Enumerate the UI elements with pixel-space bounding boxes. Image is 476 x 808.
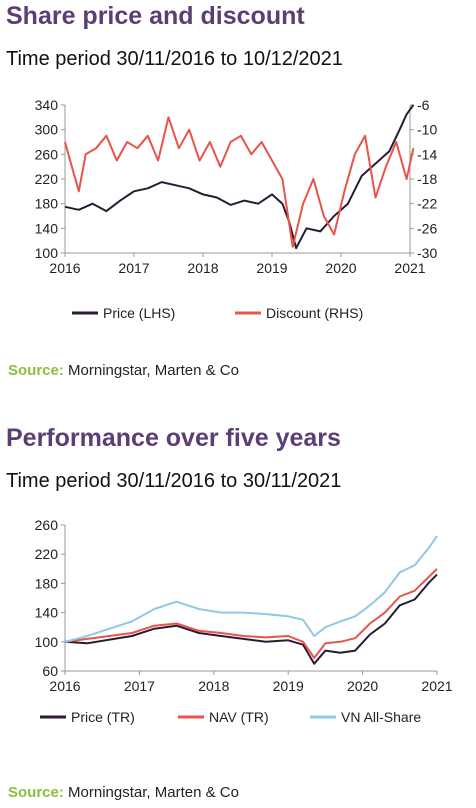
chart1-series-line-1	[64, 116, 415, 248]
chart1-y-tick-label: 260	[35, 146, 59, 162]
chart2-series-line-2	[64, 535, 438, 643]
chart1-y-right-tick-label: -6	[417, 97, 430, 113]
chart2-x-tick-label: 2020	[347, 678, 378, 694]
chart2-y-tick-label: 140	[35, 605, 59, 621]
chart2-y-tick-label: 220	[35, 546, 59, 562]
chart2-x-tick-label: 2017	[124, 678, 155, 694]
chart1-x-tick-label: 2019	[256, 260, 287, 276]
chart1-x-tick-label: 2018	[187, 260, 218, 276]
chart1-y-tick-label: 300	[35, 122, 59, 138]
chart1-x-tick-label: 2021	[394, 260, 425, 276]
chart1-x-tick-label: 2016	[49, 260, 80, 276]
chart1-y-tick-label: 100	[35, 245, 59, 261]
chart1-legend-label-0: Price (LHS)	[103, 305, 175, 321]
chart2-series-line-1	[64, 568, 438, 659]
chart1-y-right-tick-label: -14	[417, 146, 437, 162]
chart1-y-right-tick-label: -18	[417, 171, 437, 187]
chart1-y-right-tick-label: -10	[417, 122, 437, 138]
chart2-source: Source: Morningstar, Marten & Co	[8, 784, 239, 801]
chart2-title: Performance over five years	[6, 424, 341, 452]
chart1-series-line-0	[64, 104, 415, 250]
chart2-y-tick-label: 260	[35, 517, 59, 533]
chart2-x-tick-label: 2016	[49, 678, 80, 694]
chart1-source: Source: Morningstar, Marten & Co	[8, 362, 239, 379]
chart2-x-tick-label: 2018	[198, 678, 229, 694]
chart1-y-right-tick-label: -30	[417, 245, 437, 261]
chart1-y-tick-label: 340	[35, 97, 59, 113]
chart1-y-right-tick-label: -26	[417, 220, 437, 236]
chart1-y-right-tick-label: -22	[417, 196, 437, 212]
chart1-y-tick-label: 180	[35, 196, 59, 212]
share-price-discount-chart: 340 300 260 220 180 140 100 -6 -10 -14 -18 -22 -26 -3…	[35, 97, 438, 321]
chart2-source-label: Source:	[8, 784, 64, 801]
chart1-source-label: Source:	[8, 362, 64, 379]
chart1-x-tick-label: 2017	[118, 260, 149, 276]
chart2-series-line-0	[64, 573, 438, 665]
chart1-title: Share price and discount	[6, 2, 305, 30]
chart1-source-text: Morningstar, Marten & Co	[68, 362, 239, 379]
chart2-x-tick-label: 2019	[273, 678, 304, 694]
chart1-x-tick-label: 2020	[325, 260, 356, 276]
chart2-x-tick-label: 2021	[421, 678, 452, 694]
chart1-subtitle: Time period 30/11/2016 to 10/12/2021	[6, 48, 343, 70]
chart2-source-text: Morningstar, Marten & Co	[68, 784, 239, 801]
chart2-subtitle: Time period 30/11/2016 to 30/11/2021	[6, 470, 342, 492]
chart2-legend-label-2: VN All-Share	[341, 709, 421, 725]
chart2-y-tick-label: 100	[35, 634, 59, 650]
chart1-legend-label-1: Discount (RHS)	[266, 305, 363, 321]
chart2-legend-label-0: Price (TR)	[71, 709, 135, 725]
chart2-y-tick-label: 180	[35, 575, 59, 591]
chart2-y-tick-label: 60	[42, 663, 58, 679]
chart2-legend-label-1: NAV (TR)	[209, 709, 269, 725]
chart1-y-tick-label: 220	[35, 171, 59, 187]
chart1-y-tick-label: 140	[35, 220, 59, 236]
